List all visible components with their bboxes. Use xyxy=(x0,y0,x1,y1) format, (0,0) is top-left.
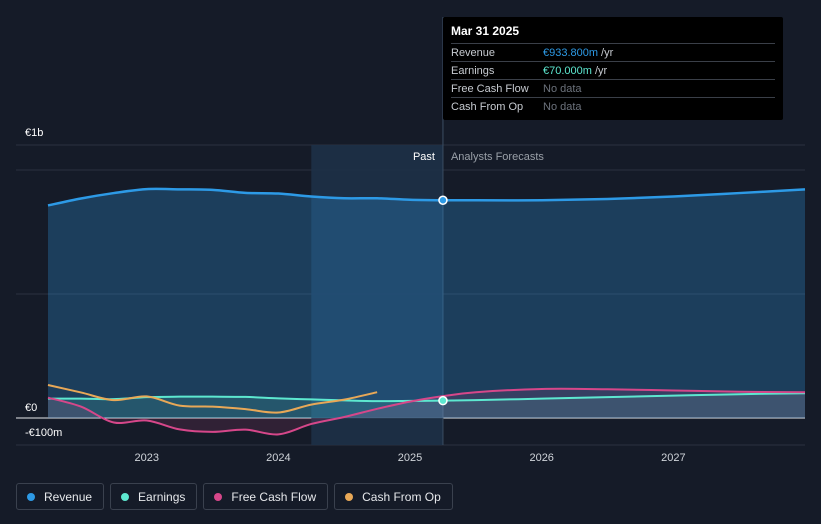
tooltip-date: Mar 31 2025 xyxy=(451,24,520,38)
tooltip-row-value: €933.800m xyxy=(543,46,599,59)
x-tick-label: 2026 xyxy=(529,452,553,464)
series-line-cash-from-op xyxy=(47,384,378,414)
legend-item-cash-from-op[interactable]: Cash From Op xyxy=(334,483,453,510)
y-label-min: -€100m xyxy=(25,427,62,439)
legend-item-earnings[interactable]: Earnings xyxy=(110,483,198,510)
legend-dot-icon xyxy=(214,492,223,501)
marker-layer xyxy=(438,195,448,406)
tooltip-row-unit: /yr xyxy=(594,64,608,77)
x-tick-label: 2027 xyxy=(661,452,685,464)
past-label: Past xyxy=(413,151,435,163)
label-layer: €1b €0 -€100m 2023 2024 2025 2026 2027 Past Analy… xyxy=(25,127,686,464)
forecast-label: Analysts Forecasts xyxy=(451,151,544,163)
tooltip-row-name: Free Cash Flow xyxy=(451,82,529,95)
marker-revenue xyxy=(438,195,448,206)
zone-layer xyxy=(311,17,444,445)
tooltip-row: Revenue €933.800m/yr xyxy=(451,43,775,61)
chart-legend: Revenue Earnings Free Cash Flow Cash From O… xyxy=(16,483,453,510)
legend-label: Free Cash Flow xyxy=(231,489,317,504)
line-layer xyxy=(47,187,806,436)
legend-item-free-cash-flow[interactable]: Free Cash Flow xyxy=(203,483,329,510)
series-line-revenue xyxy=(47,187,806,207)
past-shade xyxy=(311,145,443,445)
legend-dot-icon xyxy=(27,492,35,501)
tooltip-row-name: Cash From Op xyxy=(451,100,524,113)
tooltip-row-unit: /yr xyxy=(601,46,614,59)
tooltip-row-value: €70.000m xyxy=(543,64,592,77)
x-tick-label: 2025 xyxy=(398,452,422,464)
y-label-max: €1b xyxy=(25,127,43,139)
area-revenue xyxy=(48,189,805,418)
legend-item-revenue[interactable]: Revenue xyxy=(16,483,105,510)
data-tooltip: Mar 31 2025 Revenue €933.800m/yr Earnings €… xyxy=(443,17,783,120)
tooltip-row-name: Revenue xyxy=(451,46,496,59)
legend-dot-icon xyxy=(345,492,354,501)
area-free-cash-flow xyxy=(48,388,805,435)
legend-label: Revenue xyxy=(44,489,93,504)
tooltip-row-value: No data xyxy=(543,82,582,95)
tooltip-row: Free Cash Flow No data xyxy=(451,79,775,97)
marker-earnings xyxy=(438,395,448,406)
x-tick-label: 2024 xyxy=(266,452,290,464)
legend-label: Earnings xyxy=(138,489,186,504)
series-line-free-cash-flow xyxy=(47,387,806,436)
tooltip-row: Cash From Op No data xyxy=(451,97,775,115)
area-layer xyxy=(48,189,805,435)
x-tick-label: 2023 xyxy=(134,452,158,464)
y-label-zero: €0 xyxy=(25,402,37,414)
legend-label: Cash From Op xyxy=(362,489,441,504)
tooltip-row-value: No data xyxy=(543,100,582,113)
tooltip-row: Earnings €70.000m/yr xyxy=(451,61,775,79)
area-earnings xyxy=(48,393,805,418)
tooltip-row-name: Earnings xyxy=(451,64,495,77)
legend-dot-icon xyxy=(121,492,130,501)
